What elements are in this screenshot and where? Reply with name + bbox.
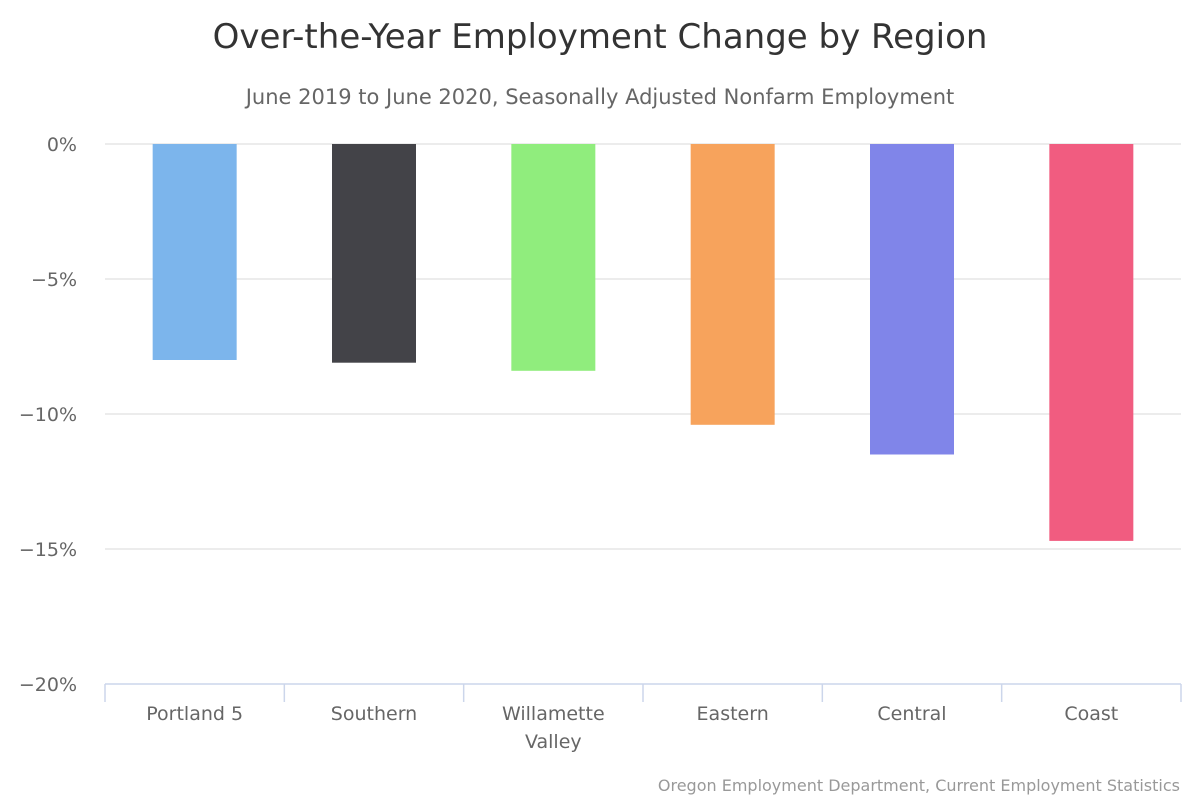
bar-southern[interactable] (332, 144, 416, 363)
x-tick-label: Central (877, 703, 946, 725)
chart-credit[interactable]: Oregon Employment Department, Current Em… (658, 776, 1180, 795)
x-tick-label-line: Eastern (697, 703, 769, 725)
y-tick-label: −15% (19, 539, 77, 561)
bar-portland-5[interactable] (152, 144, 237, 360)
y-tick-label: −10% (19, 404, 77, 426)
x-tick-label: Willamette Valley (502, 703, 605, 753)
x-tick-label-line: Southern (331, 703, 417, 725)
x-tick-label: Coast (1064, 703, 1118, 725)
bar-central[interactable] (870, 144, 954, 455)
x-tick-label: Southern (331, 703, 417, 725)
y-tick-label: −5% (31, 269, 77, 291)
x-tick-label: Eastern (697, 703, 769, 725)
bar-willamette-valley[interactable] (511, 144, 596, 371)
bar-eastern[interactable] (690, 144, 775, 425)
chart-title: Over-the-Year Employment Change by Regio… (213, 17, 988, 57)
x-tick-label-line: Central (877, 703, 946, 725)
y-tick-label: −20% (19, 674, 77, 696)
x-tick-label-line: Valley (525, 731, 582, 753)
chart-subtitle: June 2019 to June 2020, Seasonally Adjus… (244, 85, 955, 109)
x-tick-label-line: Portland 5 (146, 703, 243, 725)
y-tick-label: 0% (47, 134, 77, 156)
bar-coast[interactable] (1049, 144, 1134, 541)
x-tick-label-line: Coast (1064, 703, 1118, 725)
x-tick-label: Portland 5 (146, 703, 243, 725)
x-tick-label-line: Willamette (502, 703, 605, 725)
